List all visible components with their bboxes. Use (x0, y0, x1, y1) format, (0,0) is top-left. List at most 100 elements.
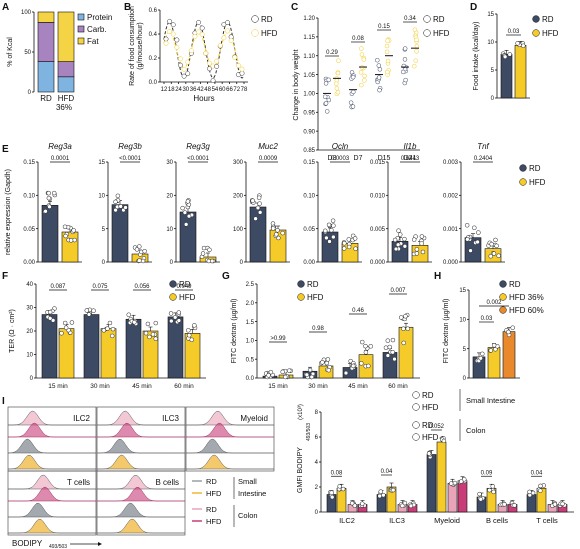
legend-label: HFD (179, 293, 196, 302)
p-value-label: 0.052 (429, 424, 445, 430)
histogram-layer (97, 486, 185, 502)
data-point (320, 360, 325, 365)
y-tick-label: 30 (26, 306, 33, 312)
histogram-frame (185, 406, 275, 472)
legend-group-label: Intestine (238, 489, 266, 498)
data-point (420, 249, 426, 255)
y-tick-label: 0.05 (303, 227, 315, 233)
data-point (168, 311, 174, 316)
data-point (186, 333, 192, 338)
y-axis-title: TER (Ω · cm²) (9, 309, 16, 353)
histogram-layer (97, 422, 185, 438)
data-point (397, 232, 403, 237)
bar-si-hfd (436, 441, 447, 513)
p-value-label: <0.0001 (119, 156, 142, 162)
legend-label: HFD (261, 29, 278, 38)
legend-marker (499, 280, 507, 288)
data-point-hfd (196, 29, 202, 35)
data-point (449, 481, 454, 486)
data-point (63, 325, 69, 330)
x-tick-label: B cells (486, 516, 508, 525)
y-tick-label: 0 (315, 510, 319, 516)
data-point (340, 486, 346, 492)
gene-title: Tnf (477, 142, 489, 151)
data-point-hfd (359, 82, 364, 88)
stacked-bar-segment-fat (57, 11, 75, 62)
data-point (383, 345, 389, 350)
bar-rd (167, 316, 184, 379)
y-tick-label: 0.00 (303, 260, 315, 266)
x-tick-label: D7 (354, 155, 363, 162)
data-point-rd (323, 101, 329, 106)
legend-label: HFD 36% (509, 293, 544, 302)
data-point-hfd (361, 57, 367, 62)
data-point-hfd (181, 66, 187, 72)
data-point-hfd (334, 81, 339, 86)
data-point (360, 501, 365, 506)
data-point (283, 374, 288, 380)
data-point (350, 363, 356, 369)
panel-letter: B (124, 2, 131, 13)
data-point (341, 246, 347, 251)
data-point-rd (402, 46, 408, 51)
p-value-label: 0.03 (481, 316, 493, 322)
data-point (441, 438, 447, 444)
y-tick-label: 10 (166, 227, 173, 233)
y-axis-title: % of Kcal (7, 37, 14, 67)
data-point (182, 210, 188, 215)
data-point-rd (214, 63, 220, 69)
data-point (395, 242, 401, 247)
data-point-hfd (336, 58, 341, 63)
data-point (256, 195, 262, 200)
data-point (342, 241, 347, 246)
data-point (346, 244, 352, 250)
y-tick-label: 2 (315, 485, 319, 491)
legend-label: HFD (422, 403, 439, 412)
histogram-layer (186, 454, 274, 470)
data-point-hfd (217, 43, 223, 48)
panel-letter: G (222, 271, 230, 282)
histogram-layer (7, 438, 96, 454)
data-point-hfd (239, 66, 245, 72)
y-tick-label: 0.10 (23, 194, 35, 200)
legend-label: HFD (542, 29, 559, 38)
legend-marker (499, 306, 507, 314)
p-value-label: 0.075 (92, 284, 108, 290)
legend-label: RD (206, 505, 217, 514)
data-point-rd (206, 66, 212, 72)
data-point (47, 204, 52, 209)
data-point (331, 234, 336, 240)
data-point (491, 343, 497, 348)
data-point-rd (403, 77, 408, 83)
x-tick-label: D15 (378, 155, 391, 162)
data-point (512, 503, 517, 508)
y-tick-label: 40 (26, 282, 33, 288)
histogram-layer (8, 422, 96, 438)
data-point (390, 350, 395, 355)
data-point (560, 501, 565, 507)
histogram-title: Myeloid (240, 414, 268, 423)
data-point (68, 238, 74, 243)
data-point-rd (199, 25, 205, 31)
legend-marker (519, 164, 527, 172)
data-point (493, 237, 498, 243)
data-point (414, 251, 420, 256)
data-point (142, 248, 147, 254)
y-tick-label: 300 (233, 160, 244, 166)
legend-group-label: Colon (238, 511, 258, 520)
y-tick-label: 5 (463, 347, 467, 353)
data-point (169, 318, 174, 324)
data-point (330, 218, 336, 223)
data-point-rd (376, 75, 382, 80)
p-value-label: 0.04 (381, 469, 393, 475)
data-point (353, 246, 358, 251)
legend-label: RD (433, 15, 445, 24)
y-tick-label: 0.001 (443, 227, 459, 233)
legend-marker (423, 15, 431, 23)
y-tick-label: 2.0 (246, 301, 255, 307)
data-point (62, 320, 68, 326)
data-point (472, 225, 477, 231)
data-point (207, 247, 212, 253)
y-tick-label: 10 (98, 194, 105, 200)
data-point-rd (377, 87, 382, 93)
